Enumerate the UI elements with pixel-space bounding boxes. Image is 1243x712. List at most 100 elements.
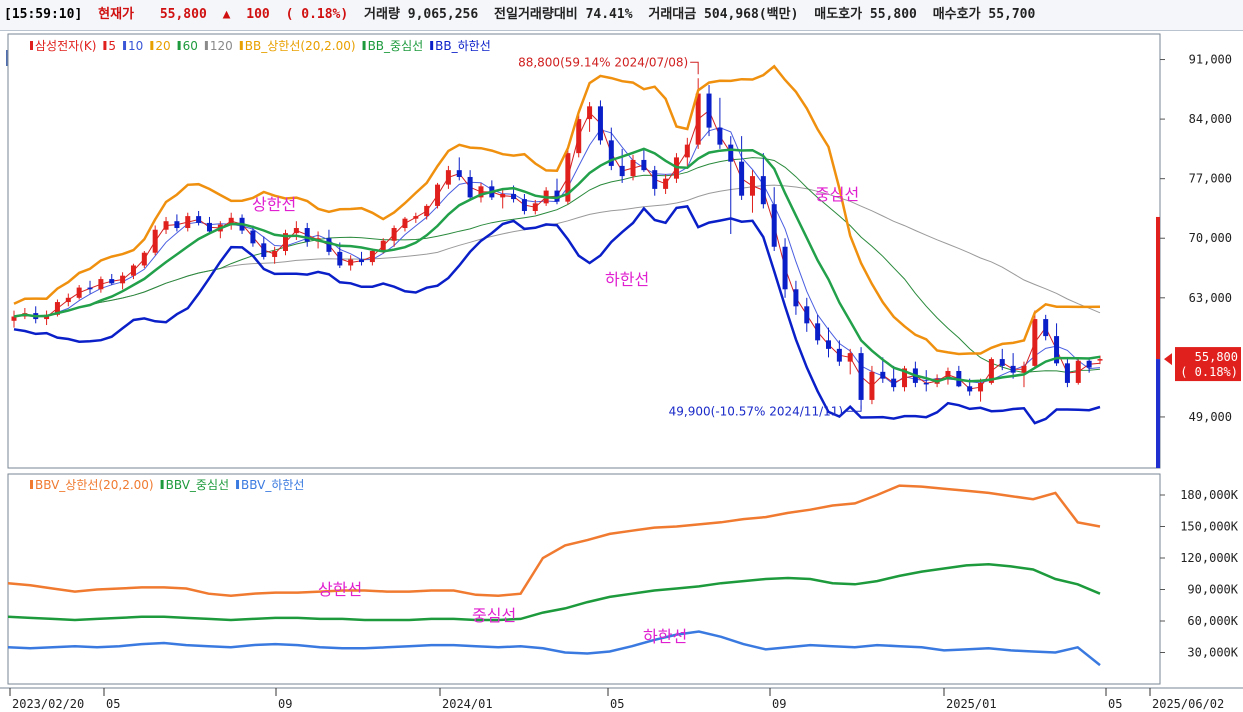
candle-body [98,279,104,290]
candle [1086,357,1092,373]
candle [174,214,180,232]
candle-body [793,289,799,307]
bbv-mid-line [7,563,1101,622]
candle [945,367,951,385]
candle [717,97,723,149]
candle [554,178,560,205]
candle [109,273,115,286]
y-tick-label: 63,000 [1189,291,1232,305]
candle [1010,353,1016,379]
candle-body [435,184,441,206]
legend-marker [239,41,243,50]
candle [65,293,71,307]
high-price-annotation: 88,800(59.14% 2024/07/08) [518,55,688,69]
legend-item: BB_상한선(20,2.00) [245,39,356,53]
candle-body [1097,359,1103,361]
candle-body [999,359,1005,366]
candle-body [815,323,821,341]
candle-body [923,382,929,385]
candle-body [858,353,864,400]
y-tick-label: 91,000 [1189,53,1232,67]
price-change-pct: ( 0.18%) [285,7,349,22]
price-panel [7,33,1161,469]
candle [87,280,93,294]
candle [782,238,788,298]
candle-body [261,243,267,257]
candle [663,174,669,194]
y-tick-label: 60,000K [1187,614,1238,628]
candle [11,310,17,328]
legend-marker [430,41,434,50]
candle-body [391,228,397,241]
candle [815,314,821,345]
header-time: [15:59:10] [4,7,83,22]
candle-body [163,221,169,230]
legend-item: BBV_중심선 [166,478,229,492]
legend-marker [362,41,366,50]
candle-body [597,106,603,141]
x-tick-label: 05 [1108,697,1122,711]
ask-price-text: 매도호가 55,800 [814,7,917,22]
candle-body [511,193,517,200]
volume-text: 거래량 9,065,256 [364,7,479,22]
candle-body [11,316,17,321]
candle-body [847,353,853,362]
x-tick-label: 05 [106,697,120,711]
candle [424,204,430,220]
candle [630,154,636,181]
legend-item: BBV_상한선(20,2.00) [35,478,154,492]
legend-marker [150,41,154,50]
candle [858,347,864,410]
candle-body [1075,360,1081,383]
candle [1032,310,1038,368]
candle-body [500,193,506,198]
vol-lower-label: 하한선 [643,627,687,646]
candle [445,165,451,189]
candle [413,212,419,223]
candle-body [739,161,745,196]
candle-body [141,252,147,266]
upper-band-label: 상한선 [252,195,296,214]
quote-header: [15:59:10] 현재가 55,800 ▲ 100 ( 0.18%) 거래량… [0,0,1243,31]
candle-body [326,238,332,252]
legend-marker [160,480,164,489]
candle [98,276,104,293]
y-tick-label: 150,000K [1180,520,1239,534]
y-tick-label: 30,000K [1187,646,1238,660]
chart-area[interactable]: 91,000 84,000 77,000 70,000 63,000 49,000 180,… [0,30,1243,712]
candle-body [576,119,582,154]
high-marker-icon [690,61,699,75]
candle [369,248,375,266]
candle-body [728,144,734,162]
candle [152,225,158,256]
candle [826,327,831,358]
candle [749,170,755,213]
candle-body [120,275,126,284]
x-tick-label: 2025/01 [946,697,997,711]
candle-body [869,371,875,400]
candle [76,285,82,300]
current-price-tag-value: 55,800 [1195,350,1238,364]
candle [478,182,484,203]
legend-item: 10 [128,39,143,53]
candle-body [988,359,994,383]
vol-mid-label: 중심선 [472,606,516,625]
legend-item: 20 [155,39,170,53]
y-tick-label: 49,000 [1189,410,1232,424]
candle [771,187,777,251]
candle [880,357,886,383]
candle [261,236,267,260]
up-arrow-icon: ▲ [222,7,231,22]
legend-item: BB_하한선 [435,39,491,53]
candle [185,212,191,232]
current-price-tag-pct: ( 0.18%) [1180,365,1238,379]
bb-lower-line [13,205,1101,425]
candle [1064,357,1070,388]
candle-body [1021,365,1027,373]
candle-body [521,199,527,212]
candle-body [467,176,473,198]
y-tick-label: 180,000K [1180,488,1239,502]
candle [847,348,853,375]
candle-body [283,233,288,251]
candle-body [836,348,842,362]
